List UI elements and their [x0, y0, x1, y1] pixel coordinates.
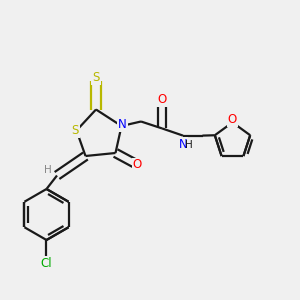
Text: Cl: Cl [40, 256, 52, 270]
Text: H: H [185, 140, 193, 150]
Text: S: S [71, 124, 79, 137]
Text: N: N [178, 138, 188, 151]
Text: O: O [228, 113, 237, 126]
Text: O: O [158, 93, 166, 106]
Text: O: O [133, 158, 142, 172]
Text: S: S [92, 71, 100, 84]
Text: N: N [118, 118, 127, 131]
Text: H: H [44, 165, 51, 175]
